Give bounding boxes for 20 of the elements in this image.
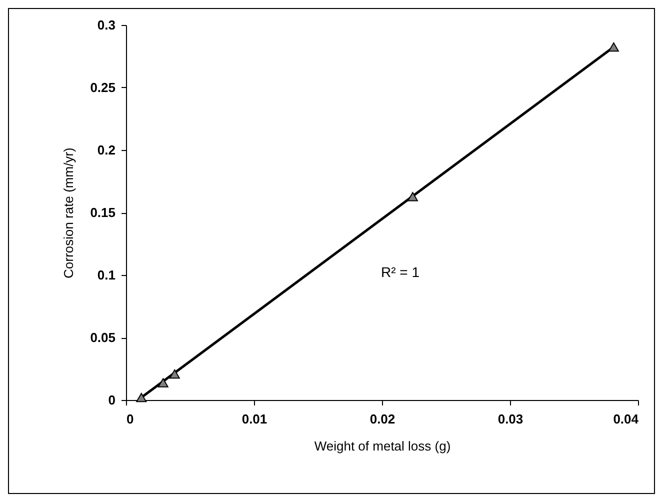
point <box>136 392 147 402</box>
x-tick-label: 0.03 <box>498 412 524 426</box>
x-axis-title: Weight of metal loss (g) <box>314 438 451 454</box>
y-tick-label: 0.2 <box>97 142 116 158</box>
x-tick-label: 0.04 <box>613 412 640 426</box>
y-tick-label: 0.05 <box>90 330 116 345</box>
point <box>169 369 180 379</box>
x-tick-label: 0 <box>126 412 134 426</box>
y-axis-title: Corrosion rate (mm/yr) <box>61 148 76 278</box>
y-tick-label: 0.15 <box>90 205 116 220</box>
y-tick-label: 0.1 <box>97 268 116 282</box>
x-tick-label: 0.01 <box>242 412 268 426</box>
point <box>608 42 619 52</box>
x-tick-label: 0.02 <box>370 412 396 426</box>
y-tick-label: 0.3 <box>97 18 116 32</box>
point <box>158 378 168 388</box>
y-tick-label: 0.25 <box>90 80 116 95</box>
point <box>407 192 418 202</box>
annotation: R² = 1 <box>381 264 420 280</box>
y-tick-label: 0 <box>108 392 116 408</box>
